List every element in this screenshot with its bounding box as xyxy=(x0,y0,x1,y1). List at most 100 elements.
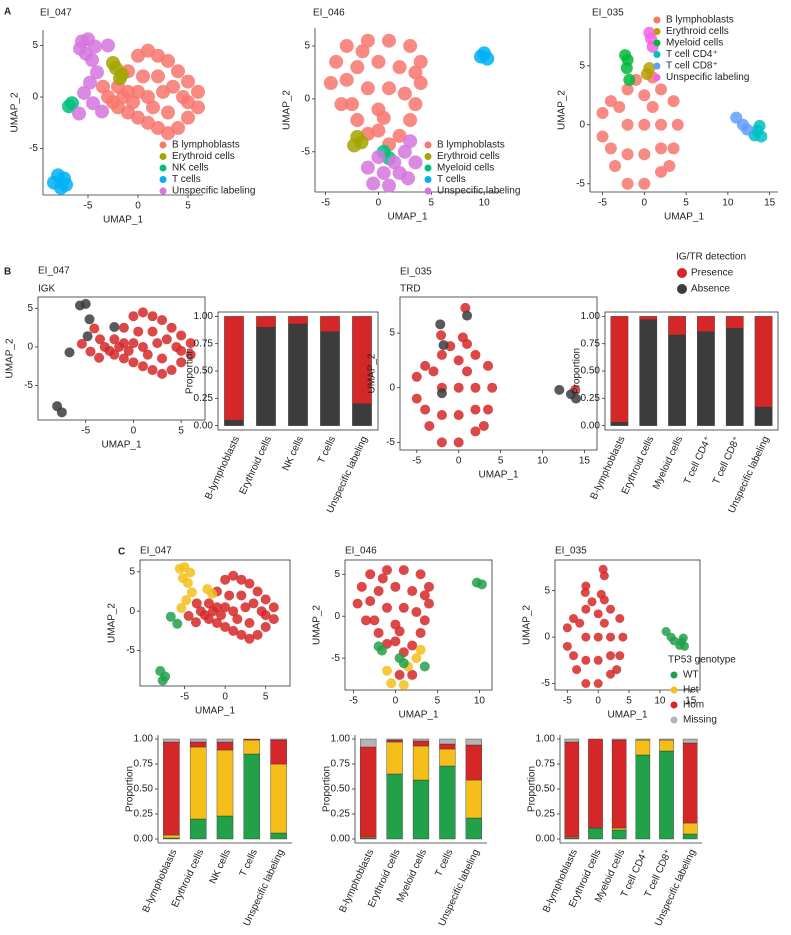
category-label: B-lymphoblasts xyxy=(203,435,242,502)
cell-point xyxy=(157,315,168,326)
cell-point xyxy=(386,678,397,689)
cell-point xyxy=(753,119,766,132)
cell-point xyxy=(483,360,494,371)
y-axis-label: Proportion xyxy=(322,766,333,812)
bar-segment xyxy=(270,739,287,765)
cell-point xyxy=(593,679,603,688)
cell-point xyxy=(248,598,259,609)
x-tick-label: 0 xyxy=(393,696,399,707)
x-tick-label: 15 xyxy=(579,456,591,467)
bar-segment xyxy=(163,741,180,836)
x-tick-label: -5 xyxy=(81,426,90,437)
cell-point xyxy=(667,142,680,155)
cell-point xyxy=(85,346,96,357)
cell-point xyxy=(621,83,634,96)
x-tick-label: 5 xyxy=(498,456,504,467)
y-axis-label: UMAP_2 xyxy=(367,353,378,393)
cell-point xyxy=(655,83,668,96)
legend-label: Het xyxy=(683,685,699,696)
plot-frame xyxy=(554,559,701,691)
cell-point xyxy=(415,627,426,638)
x-tick-label: 0 xyxy=(131,426,137,437)
cell-point xyxy=(382,602,392,613)
x-tick-label: 0 xyxy=(456,456,462,467)
cell-point xyxy=(580,588,590,597)
panel-title: EI_047 xyxy=(40,8,72,19)
category-label: NK cells xyxy=(208,848,233,886)
cell-point xyxy=(678,633,688,643)
cell-point xyxy=(470,382,481,393)
bar-segment xyxy=(320,316,340,332)
cell-point xyxy=(606,651,616,661)
cell-point xyxy=(352,598,363,609)
cell-point xyxy=(470,404,481,415)
cell-point xyxy=(355,44,370,59)
cell-point xyxy=(109,321,120,332)
cell-point xyxy=(185,338,196,349)
cell-point xyxy=(77,85,91,100)
y-axis-label: UMAP_2 xyxy=(282,90,293,130)
legend-swatch xyxy=(677,268,687,278)
legend-swatch xyxy=(653,62,661,70)
cell-point xyxy=(571,393,582,404)
panel-subtitle: TRD xyxy=(400,284,421,295)
cell-point xyxy=(228,606,239,617)
x-tick-label: 15 xyxy=(685,696,697,707)
cell-point xyxy=(638,148,651,161)
bar-segment xyxy=(465,817,482,840)
category-label: T cells xyxy=(433,848,455,879)
cell-point xyxy=(82,331,93,342)
legend-label: T cells xyxy=(172,174,201,185)
bar-segment xyxy=(288,323,308,426)
cell-point xyxy=(436,410,447,421)
cell-point xyxy=(207,606,218,617)
y-tick-label: 5 xyxy=(334,569,340,580)
cell-point xyxy=(470,349,481,360)
y-axis-label: UMAP_2 xyxy=(312,605,323,645)
cell-point xyxy=(86,96,100,111)
cell-point xyxy=(623,73,636,86)
y-tick-label: 0.50 xyxy=(536,784,556,795)
cell-point xyxy=(387,155,402,170)
cell-point xyxy=(182,577,193,588)
cell-point xyxy=(95,334,106,345)
panel-title: EI_035 xyxy=(400,267,432,278)
bar-segment xyxy=(725,328,744,426)
cell-point xyxy=(382,33,396,48)
y-tick-label: 0.50 xyxy=(581,366,601,377)
cell-point xyxy=(436,349,447,360)
cell-point xyxy=(415,644,426,655)
y-tick-label: -5 xyxy=(24,380,33,391)
cell-point xyxy=(436,330,447,341)
cell-point xyxy=(161,334,172,345)
legend-label: Myeloid cells xyxy=(437,163,494,174)
cell-point xyxy=(593,609,603,619)
cell-point xyxy=(186,587,197,598)
cell-point xyxy=(392,60,407,75)
cell-point xyxy=(236,629,247,640)
cell-point xyxy=(360,160,375,175)
x-tick-label: 5 xyxy=(435,696,441,707)
cell-point xyxy=(403,134,418,149)
cell-point xyxy=(161,105,175,120)
bar-segment xyxy=(360,738,377,748)
y-tick-label: 5 xyxy=(129,566,135,577)
bar-segment xyxy=(163,738,180,743)
x-tick-label: 0 xyxy=(595,696,601,707)
y-tick-label: 0.75 xyxy=(581,338,601,349)
bar-segment xyxy=(412,745,430,781)
cell-point xyxy=(663,160,676,173)
y-tick-label: 0.00 xyxy=(581,420,601,431)
cell-point xyxy=(181,95,195,110)
cell-point xyxy=(240,602,251,613)
x-tick-label: 10 xyxy=(654,696,666,707)
cell-point xyxy=(268,614,279,625)
cell-point xyxy=(478,420,489,431)
cell-point xyxy=(136,69,150,84)
cell-point xyxy=(382,565,392,576)
cell-point xyxy=(376,165,391,180)
y-tick-label: -5 xyxy=(301,146,310,157)
cell-point xyxy=(394,626,405,637)
bar-segment xyxy=(682,742,698,824)
bar-segment xyxy=(668,334,686,426)
